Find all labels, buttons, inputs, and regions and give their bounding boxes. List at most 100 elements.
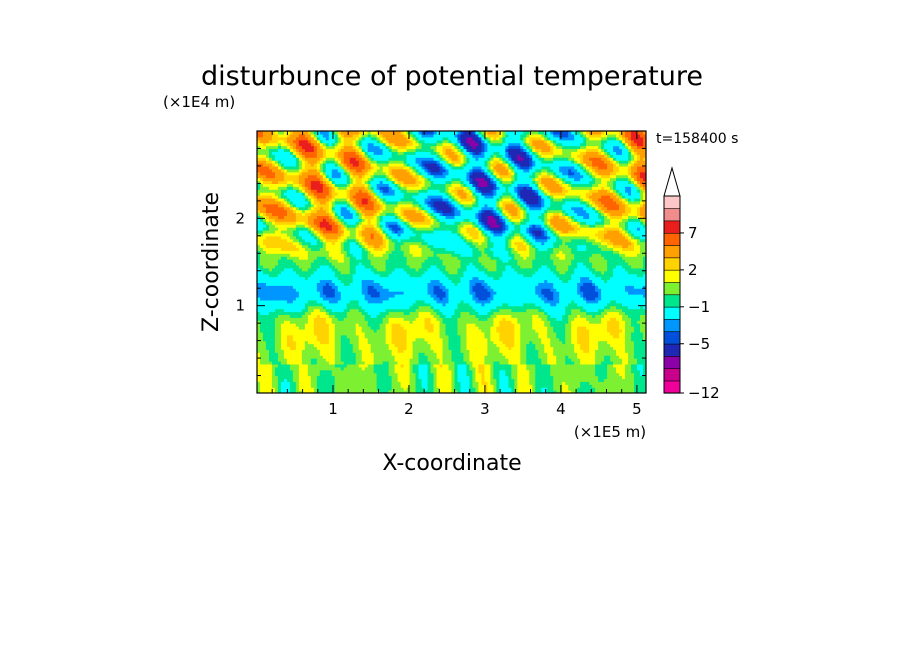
contour-cell: [259, 171, 264, 176]
contour-cell: [313, 302, 318, 307]
contour-cell: [283, 279, 288, 283]
contour-cell: [292, 218, 297, 222]
contour-cell: [361, 372, 366, 377]
contour-cell: [316, 296, 321, 301]
contour-cell: [397, 142, 402, 147]
contour-cell: [328, 288, 333, 292]
contour-cell: [421, 296, 426, 301]
contour-cell: [403, 133, 408, 138]
contour-cell: [277, 221, 282, 225]
contour-cell: [292, 200, 297, 205]
contour-cell: [394, 369, 399, 374]
contour-cell: [322, 192, 327, 196]
contour-cell: [259, 151, 264, 155]
contour-cell: [343, 264, 348, 269]
contour-cell: [388, 262, 393, 266]
contour-cell: [274, 372, 279, 377]
contour-cell: [379, 390, 384, 393]
contour-cell: [265, 221, 270, 225]
contour-cell: [337, 163, 342, 167]
contour-cell: [373, 197, 378, 202]
contour-cell: [385, 256, 390, 260]
contour-cell: [286, 337, 291, 342]
contour-cell: [406, 317, 411, 321]
contour-cell: [283, 360, 288, 365]
contour-cell: [361, 183, 366, 187]
contour-cell: [367, 148, 372, 152]
contour-cell: [259, 163, 264, 167]
contour-cell: [400, 349, 405, 353]
contour-cell: [388, 165, 393, 170]
contour-cell: [331, 180, 336, 184]
contour-cell: [325, 221, 330, 225]
contour-cell: [364, 262, 369, 266]
contour-cell: [271, 299, 276, 304]
contour-cell: [352, 360, 357, 365]
contour-cell: [298, 323, 303, 327]
contour-cell: [379, 212, 384, 217]
contour-cell: [310, 317, 315, 321]
contour-cell: [283, 273, 288, 278]
contour-cell: [298, 288, 303, 292]
contour-cell: [418, 288, 423, 292]
contour-cell: [271, 209, 276, 214]
contour-cell: [301, 168, 306, 173]
contour-cell: [367, 174, 372, 179]
contour-cell: [382, 151, 387, 155]
contour-cell: [265, 355, 270, 359]
contour-cell: [325, 197, 330, 202]
contour-cell: [257, 375, 261, 380]
contour-cell: [334, 311, 339, 315]
contour-cell: [286, 221, 291, 225]
contour-cell: [274, 256, 279, 260]
contour-cell: [418, 334, 423, 339]
contour-cell: [382, 209, 387, 214]
contour-cell: [370, 311, 375, 315]
contour-cell: [280, 288, 285, 292]
contour-cell: [364, 131, 369, 135]
contour-cell: [388, 372, 393, 377]
contour-cell: [385, 131, 390, 135]
contour-cell: [307, 381, 312, 385]
contour-cell: [286, 229, 291, 234]
contour-cell: [409, 183, 414, 187]
contour-cell: [364, 180, 369, 184]
contour-cell: [322, 349, 327, 353]
contour-cell: [265, 139, 270, 144]
contour-cell: [403, 171, 408, 176]
contour-cell: [385, 171, 390, 176]
contour-cell: [295, 352, 300, 356]
contour-cell: [415, 334, 420, 339]
contour-cell: [406, 195, 411, 199]
contour-cell: [328, 355, 333, 359]
contour-cell: [280, 331, 285, 336]
contour-cell: [340, 165, 345, 170]
contour-cell: [283, 259, 288, 263]
contour-cell: [409, 288, 414, 292]
contour-cell: [406, 136, 411, 141]
contour-cell: [382, 142, 387, 147]
contour-cell: [295, 372, 300, 377]
contour-cell: [298, 276, 303, 281]
contour-cell: [379, 192, 384, 196]
contour-cell: [382, 291, 387, 295]
contour-cell: [304, 390, 309, 393]
contour-cell: [328, 285, 333, 289]
contour-cell: [415, 387, 420, 391]
contour-cell: [403, 355, 408, 359]
contour-cell: [337, 273, 342, 278]
contour-cell: [289, 215, 294, 219]
contour-cell: [409, 232, 414, 237]
contour-cell: [265, 337, 270, 342]
contour-cell: [370, 192, 375, 196]
contour-cell: [409, 267, 414, 272]
contour-cell: [334, 326, 339, 330]
contour-cell: [340, 352, 345, 356]
contour-cell: [277, 142, 282, 147]
contour-cell: [388, 131, 393, 135]
contour-cell: [361, 320, 366, 324]
contour-cell: [397, 241, 402, 246]
contour-cell: [325, 256, 330, 260]
contour-cell: [325, 355, 330, 359]
contour-cell: [319, 232, 324, 237]
